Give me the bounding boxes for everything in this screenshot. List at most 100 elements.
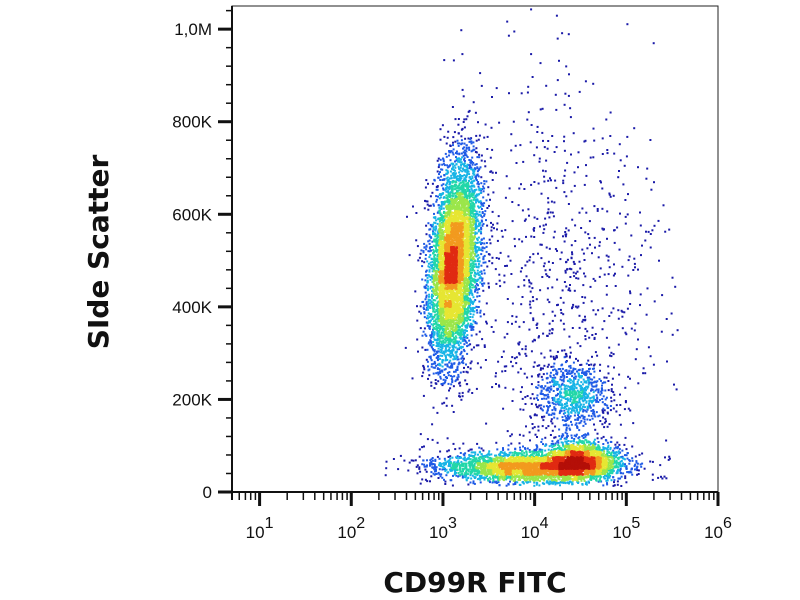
event-dot bbox=[473, 266, 475, 268]
event-dot bbox=[609, 194, 611, 196]
event-dot bbox=[578, 429, 580, 431]
event-dot bbox=[459, 178, 461, 180]
event-dot bbox=[574, 224, 576, 226]
event-dot bbox=[476, 198, 478, 200]
event-dot bbox=[564, 412, 566, 414]
event-dot bbox=[429, 271, 431, 273]
event-dot bbox=[590, 407, 592, 409]
event-dot bbox=[490, 230, 492, 232]
event-dot bbox=[442, 124, 444, 126]
event-dot bbox=[466, 188, 468, 190]
event-dot bbox=[481, 338, 483, 340]
event-dot bbox=[594, 280, 596, 282]
event-dot bbox=[461, 337, 463, 339]
event-dot bbox=[432, 460, 434, 462]
event-dot bbox=[479, 312, 481, 314]
event-dot bbox=[589, 401, 591, 403]
event-dot bbox=[523, 483, 525, 485]
event-dot bbox=[623, 311, 625, 313]
event-dot bbox=[496, 257, 498, 259]
event-dot bbox=[472, 307, 474, 309]
event-dot bbox=[477, 170, 479, 172]
event-dot bbox=[443, 379, 445, 381]
event-dot bbox=[434, 293, 436, 295]
event-dot bbox=[454, 177, 456, 179]
event-dot bbox=[598, 447, 600, 449]
event-dot bbox=[577, 381, 579, 383]
event-dot bbox=[536, 146, 538, 148]
event-dot bbox=[466, 196, 468, 198]
event-dot bbox=[587, 407, 589, 409]
event-dot bbox=[476, 252, 478, 254]
event-dot bbox=[598, 392, 600, 394]
event-dot bbox=[449, 360, 451, 362]
event-dot bbox=[463, 174, 465, 176]
event-dot bbox=[589, 220, 591, 222]
event-dot bbox=[427, 349, 429, 351]
event-dot bbox=[468, 138, 470, 140]
event-dot bbox=[459, 474, 461, 476]
event-dot bbox=[436, 342, 438, 344]
event-dot bbox=[460, 352, 462, 354]
event-dot bbox=[619, 404, 621, 406]
event-dot bbox=[490, 478, 492, 480]
event-dot bbox=[465, 176, 467, 178]
event-dot bbox=[451, 457, 453, 459]
event-dot bbox=[454, 167, 456, 169]
event-dot bbox=[451, 378, 453, 380]
event-dot bbox=[592, 83, 594, 85]
event-dot bbox=[439, 197, 441, 199]
event-dot bbox=[635, 358, 637, 360]
event-dot bbox=[421, 478, 423, 480]
event-dot bbox=[477, 121, 479, 123]
event-dot bbox=[601, 387, 603, 389]
event-dot bbox=[470, 264, 472, 266]
event-dot bbox=[561, 441, 563, 443]
event-dot bbox=[528, 111, 530, 113]
event-dot bbox=[486, 199, 488, 201]
event-dot bbox=[632, 269, 634, 271]
event-dot bbox=[604, 418, 606, 420]
event-dot bbox=[538, 335, 540, 337]
event-dot bbox=[534, 413, 536, 415]
event-dot bbox=[447, 372, 449, 374]
event-dot bbox=[472, 141, 474, 143]
event-dot bbox=[471, 272, 473, 274]
event-dot bbox=[554, 377, 556, 379]
event-dot bbox=[597, 210, 599, 212]
event-dot bbox=[440, 351, 442, 353]
event-dot bbox=[427, 361, 429, 363]
event-dot bbox=[481, 220, 483, 222]
event-dot bbox=[643, 367, 645, 369]
event-dot bbox=[446, 450, 448, 452]
event-dot bbox=[472, 261, 474, 263]
event-dot bbox=[460, 457, 462, 459]
event-dot bbox=[588, 237, 590, 239]
event-dot bbox=[659, 464, 661, 466]
event-dot bbox=[439, 328, 441, 330]
event-dot bbox=[426, 295, 428, 297]
event-dot bbox=[621, 460, 623, 462]
event-dot bbox=[467, 366, 469, 368]
event-dot bbox=[440, 473, 442, 475]
event-dot bbox=[547, 366, 549, 368]
event-dot bbox=[544, 262, 546, 264]
event-dot bbox=[614, 242, 616, 244]
event-dot bbox=[549, 350, 551, 352]
event-dot bbox=[624, 465, 626, 467]
event-dot bbox=[562, 289, 564, 291]
event-dot bbox=[471, 324, 473, 326]
event-dot bbox=[442, 463, 444, 465]
event-dot bbox=[519, 144, 521, 146]
event-dot bbox=[470, 140, 472, 142]
event-dot bbox=[634, 266, 636, 268]
event-dot bbox=[625, 216, 627, 218]
event-dot bbox=[591, 252, 593, 254]
event-dot bbox=[620, 485, 622, 487]
event-dot bbox=[473, 213, 475, 215]
event-dot bbox=[615, 456, 617, 458]
event-dot bbox=[631, 457, 633, 459]
event-dot bbox=[586, 400, 588, 402]
event-dot bbox=[485, 219, 487, 221]
event-dot bbox=[668, 229, 670, 231]
